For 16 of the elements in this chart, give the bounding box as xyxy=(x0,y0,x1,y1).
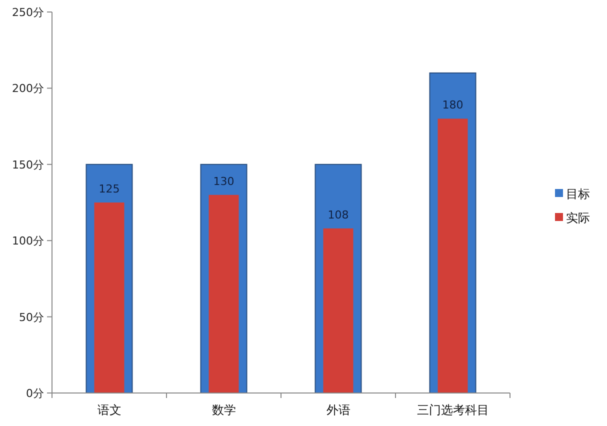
data-label: 125 xyxy=(98,182,120,196)
y-tick-label: 250分 xyxy=(12,6,44,19)
legend-label: 实际 xyxy=(566,211,590,225)
data-label: 108 xyxy=(328,208,349,222)
y-tick-label: 100分 xyxy=(12,234,44,248)
y-tick-label: 200分 xyxy=(12,82,44,96)
y-tick-label: 0分 xyxy=(26,387,44,400)
x-tick-label: 三门选考科目 xyxy=(416,403,489,417)
legend-label: 目标 xyxy=(566,187,590,201)
data-label: 180 xyxy=(442,98,464,112)
x-tick-label: 语文 xyxy=(97,403,122,417)
y-tick-label: 50分 xyxy=(19,310,44,324)
x-tick-label: 外语 xyxy=(326,403,350,417)
x-tick-label: 数学 xyxy=(212,403,236,417)
y-tick-label: 150分 xyxy=(12,158,44,172)
data-label: 130 xyxy=(213,174,234,188)
